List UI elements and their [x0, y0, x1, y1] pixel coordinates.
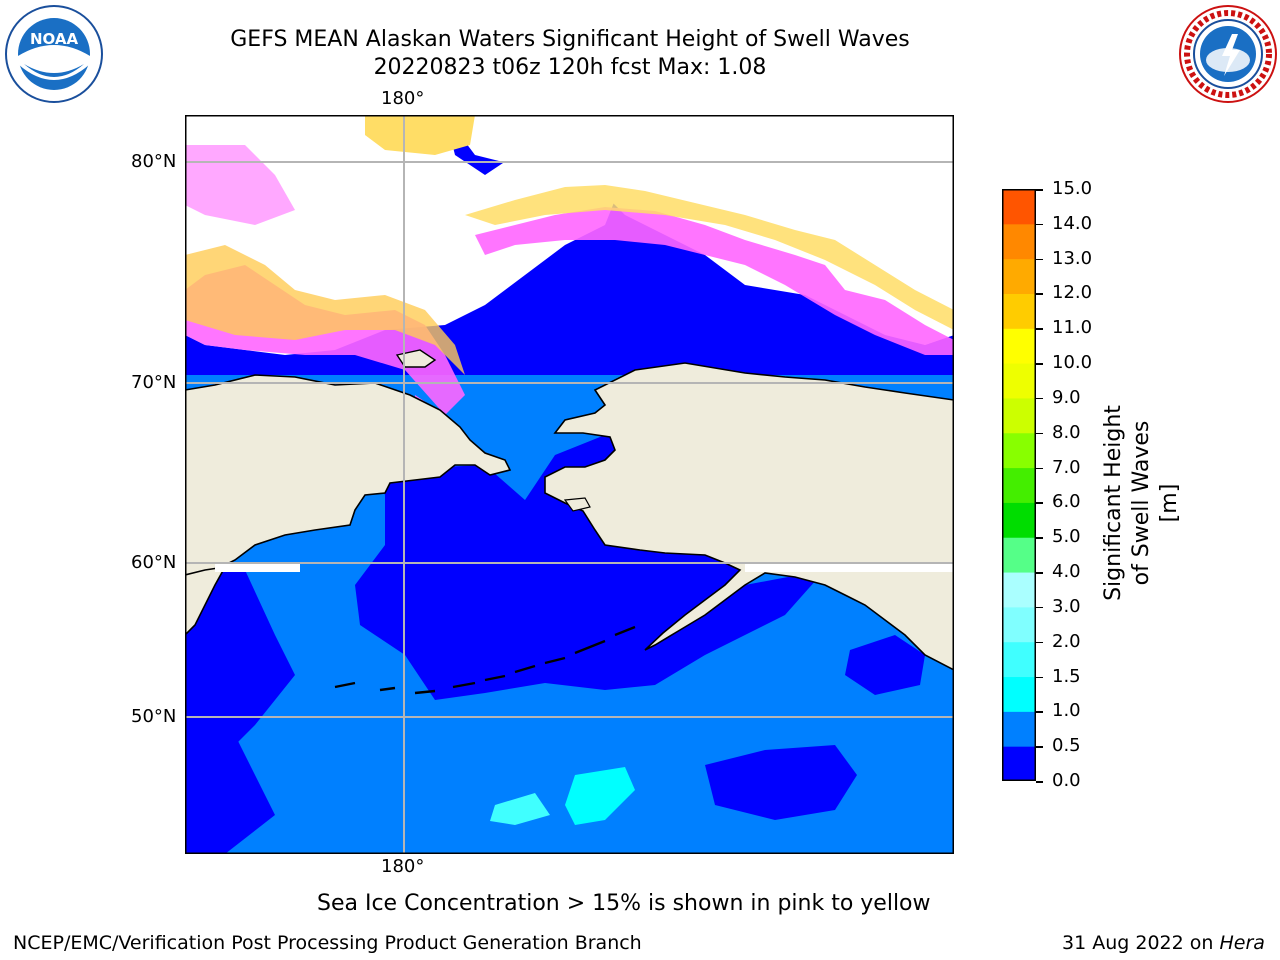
lat-label-50: 50°N: [131, 706, 177, 727]
colorbar-tick-label: 0.5: [1052, 735, 1081, 757]
mask-strip-west: [215, 564, 300, 572]
lon-label-bottom: 180°: [381, 856, 425, 877]
colorbar-tick-label: 15.0: [1052, 178, 1093, 199]
colorbar-segment: [1002, 258, 1036, 294]
colorbar-segment: [1002, 711, 1036, 747]
ice-pink-band-north: [475, 207, 954, 355]
ice-top-yellow-patch: [365, 115, 475, 155]
lon-label-top: 180°: [381, 88, 425, 109]
colorbar-tick-mark: [1036, 676, 1043, 679]
mask-strip-east: [745, 564, 954, 572]
footer-date: 31 Aug 2022 on: [1062, 932, 1214, 954]
colorbar-segment: [1002, 432, 1036, 469]
colorbar-tick-label: 12.0: [1052, 282, 1093, 304]
colorbar-tick-mark: [1036, 432, 1043, 435]
colorbar-tick-label: 1.0: [1052, 700, 1081, 722]
ice-yellow-band-west: [185, 245, 465, 375]
colorbar-tick-label: 8.0: [1052, 421, 1081, 443]
cyan-patch-2: [490, 793, 550, 825]
colorbar-tick-mark: [1036, 293, 1043, 295]
colorbar-tick-label: 10.0: [1052, 352, 1093, 374]
colorbar-segment: [1002, 746, 1036, 781]
colorbar-tick-mark: [1036, 502, 1043, 504]
colorbar-tick-label: 6.0: [1052, 491, 1081, 513]
colorbar-segment: [1002, 397, 1036, 434]
colorbar: [1002, 189, 1036, 781]
nws-logo: [1179, 5, 1277, 103]
map-panel: [185, 115, 954, 854]
colorbar-tick-mark: [1036, 223, 1043, 226]
west-dark-region: [185, 565, 295, 775]
colorbar-tick-label: 9.0: [1052, 386, 1081, 408]
colorbar-segment: [1002, 328, 1036, 364]
colorbar-tick-label: 7.0: [1052, 456, 1081, 478]
colorbar-tick-label: 2.0: [1052, 630, 1081, 652]
colorbar-segment: [1002, 537, 1036, 573]
colorbar-segment: [1002, 223, 1036, 260]
colorbar-tick-mark: [1036, 363, 1043, 365]
colorbar-segment: [1002, 293, 1036, 329]
colorbar-tick-label: 13.0: [1052, 247, 1093, 269]
east-dark-blob: [845, 635, 925, 695]
colorbar-tick-mark: [1036, 537, 1043, 539]
noaa-logo: NOAA: [5, 5, 103, 103]
colorbar-label-text: Significant Height of Swell Waves [m]: [1101, 405, 1182, 601]
colorbar-segment: [1002, 189, 1036, 225]
colorbar-tick-label: 0.0: [1052, 770, 1081, 791]
lat-label-60: 60°N: [131, 552, 177, 573]
cyan-patch-1: [565, 767, 635, 825]
colorbar-tick-label: 1.5: [1052, 665, 1081, 687]
colorbar-tick-mark: [1036, 641, 1043, 644]
alaska-land: [544, 362, 954, 671]
colorbar-tick-label: 3.0: [1052, 595, 1081, 617]
colorbar-tick-label: 14.0: [1052, 212, 1093, 234]
colorbar-tick-label: 5.0: [1052, 526, 1081, 548]
gulf-dark-region: [665, 570, 825, 655]
chart-title: GEFS MEAN Alaskan Waters Significant Hei…: [230, 27, 910, 52]
footer-right: 31 Aug 2022 on Hera: [1062, 932, 1265, 954]
lat-label-70: 70°N: [131, 372, 177, 393]
aleutian-islands: [334, 625, 636, 695]
nunivak-island: [563, 497, 591, 512]
colorbar-tick-mark: [1036, 606, 1043, 609]
footer-left: NCEP/EMC/Verification Post Processing Pr…: [13, 932, 642, 954]
colorbar-segment: [1002, 606, 1036, 643]
colorbar-tick-mark: [1036, 189, 1043, 191]
lat-label-80: 80°N: [131, 151, 177, 172]
chart-subtitle: 20220823 t06z 120h fcst Max: 1.08: [373, 55, 767, 80]
colorbar-tick-mark: [1036, 397, 1043, 400]
footer-machine: Hera: [1219, 932, 1265, 954]
colorbar-tick-mark: [1036, 746, 1043, 748]
graticule: [185, 115, 954, 854]
colorbar-tick-mark: [1036, 572, 1043, 574]
colorbar-segment: [1002, 572, 1036, 608]
colorbar-tick-label: 4.0: [1052, 561, 1081, 583]
ice-top-pink-patch: [185, 145, 295, 225]
colorbar-tick-label: 11.0: [1052, 317, 1093, 339]
colorbar-segment: [1002, 363, 1036, 399]
sea-ice-annotation: Sea Ice Concentration > 15% is shown in …: [317, 891, 931, 916]
colorbar-tick-mark: [1036, 328, 1043, 330]
colorbar-label: Significant Height of Swell Waves [m]: [1100, 403, 1182, 603]
colorbar-segment: [1002, 467, 1036, 503]
colorbar-tick-mark: [1036, 711, 1043, 713]
colorbar-segment: [1002, 502, 1036, 538]
colorbar-segment: [1002, 641, 1036, 678]
colorbar-tick-mark: [1036, 781, 1043, 783]
colorbar-tick-mark: [1036, 467, 1043, 470]
kamchatka-land: [185, 565, 227, 637]
colorbar-segment: [1002, 676, 1036, 712]
colorbar-tick-mark: [1036, 258, 1043, 261]
southwest-dark-region: [185, 735, 275, 854]
noaa-logo-text: NOAA: [30, 30, 79, 48]
south-dark-blob: [705, 745, 857, 820]
ice-yellow-band-north: [465, 185, 954, 330]
